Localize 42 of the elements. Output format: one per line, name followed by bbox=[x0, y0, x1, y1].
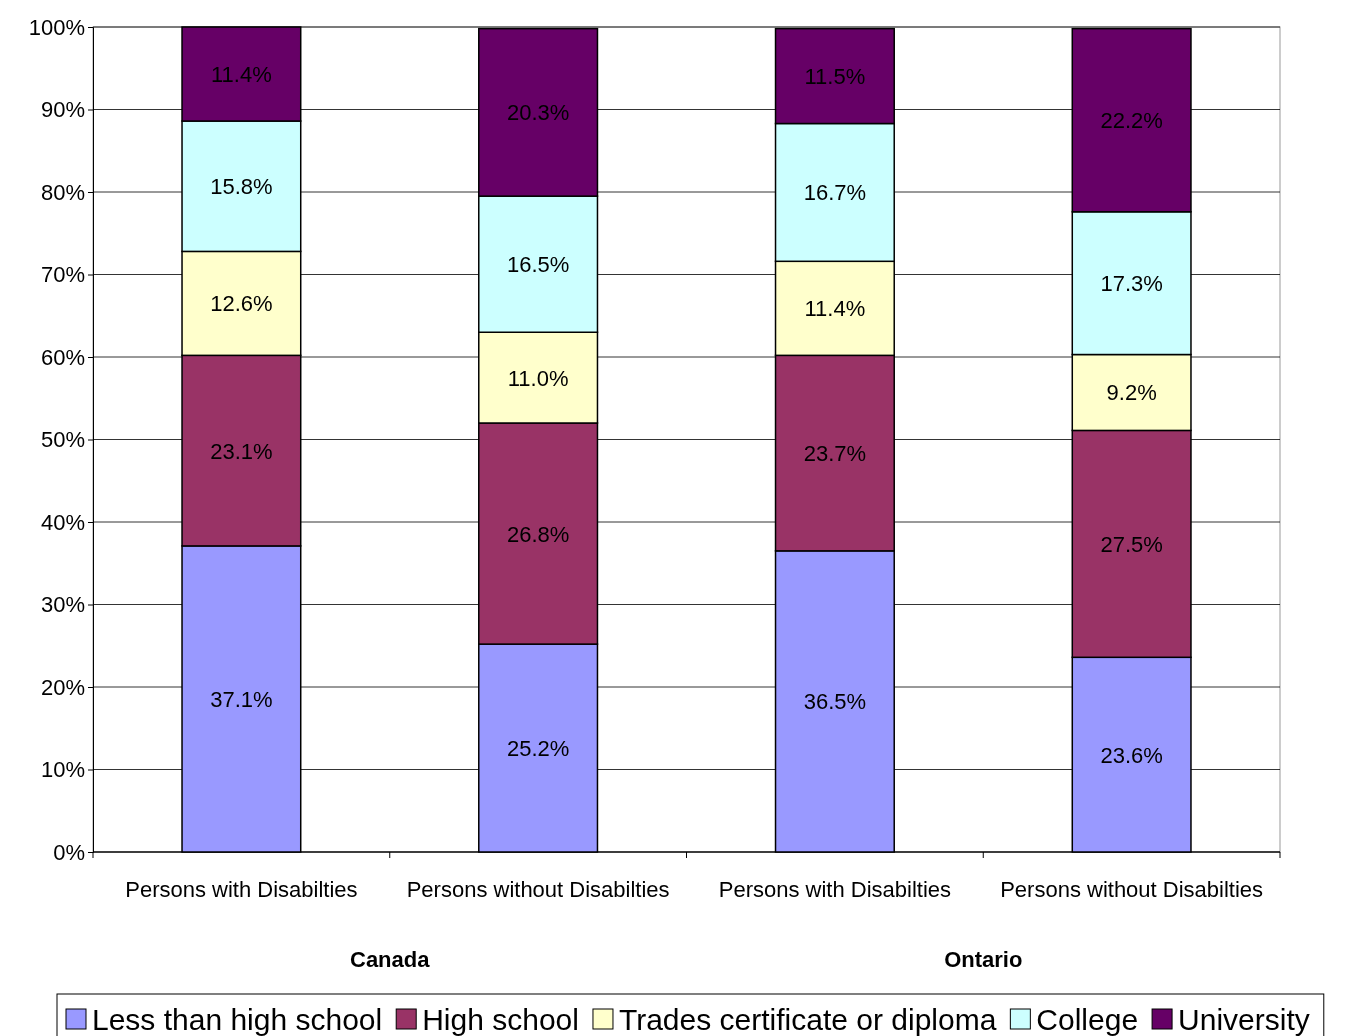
legend-label: High school bbox=[422, 1003, 579, 1036]
text: 23.1% bbox=[210, 438, 273, 464]
text: 37.1% bbox=[210, 686, 273, 712]
y-tick-label: 30% bbox=[40, 592, 85, 618]
text: 16.7% bbox=[803, 180, 867, 206]
text: 11.0% bbox=[507, 365, 569, 391]
text: 20.3% bbox=[506, 100, 570, 126]
y-tick-label: 100% bbox=[28, 14, 85, 40]
y-tick-label: 40% bbox=[40, 509, 85, 535]
text: 23.6% bbox=[1100, 742, 1163, 768]
x-tick-label: Persons with Disabilties bbox=[718, 877, 952, 902]
x-tick-label: Persons without Disabilties bbox=[406, 877, 670, 902]
y-tick-label: 80% bbox=[40, 179, 85, 205]
y-tick-label: 70% bbox=[40, 262, 85, 288]
text: 22.2% bbox=[1100, 108, 1163, 134]
y-tick-label: 60% bbox=[40, 344, 85, 370]
y-tick-label: 50% bbox=[40, 427, 85, 453]
text: 11.5% bbox=[804, 64, 866, 90]
text: 25.2% bbox=[506, 736, 570, 762]
x-tick-label: Persons without Disabilties bbox=[1000, 877, 1264, 902]
text: 16.5% bbox=[506, 252, 570, 278]
legend-label: Less than high school bbox=[92, 1003, 383, 1036]
text: Ontario bbox=[944, 947, 1023, 972]
text: 11.4% bbox=[804, 296, 866, 322]
text: 11.4% bbox=[211, 62, 272, 88]
legend-label: University bbox=[1178, 1003, 1310, 1036]
text: 26.8% bbox=[506, 521, 570, 547]
text: 9.2% bbox=[1106, 380, 1157, 406]
y-tick-label: 20% bbox=[40, 674, 85, 700]
y-tick-label: 10% bbox=[40, 757, 85, 783]
y-tick-label: 0% bbox=[53, 839, 85, 865]
text: 27.5% bbox=[1100, 531, 1163, 557]
x-tick-label: Persons with Disabilties bbox=[125, 877, 358, 902]
text: 36.5% bbox=[803, 689, 867, 715]
text: 15.8% bbox=[210, 174, 273, 200]
y-tick-label: 90% bbox=[40, 97, 85, 123]
text: Canada bbox=[350, 947, 431, 972]
legend-label: College bbox=[1036, 1003, 1139, 1036]
legend-label: Trades certificate or diploma bbox=[618, 1003, 997, 1036]
text: 17.3% bbox=[1100, 271, 1163, 297]
text: 23.7% bbox=[803, 441, 867, 467]
text: 12.6% bbox=[210, 291, 273, 317]
